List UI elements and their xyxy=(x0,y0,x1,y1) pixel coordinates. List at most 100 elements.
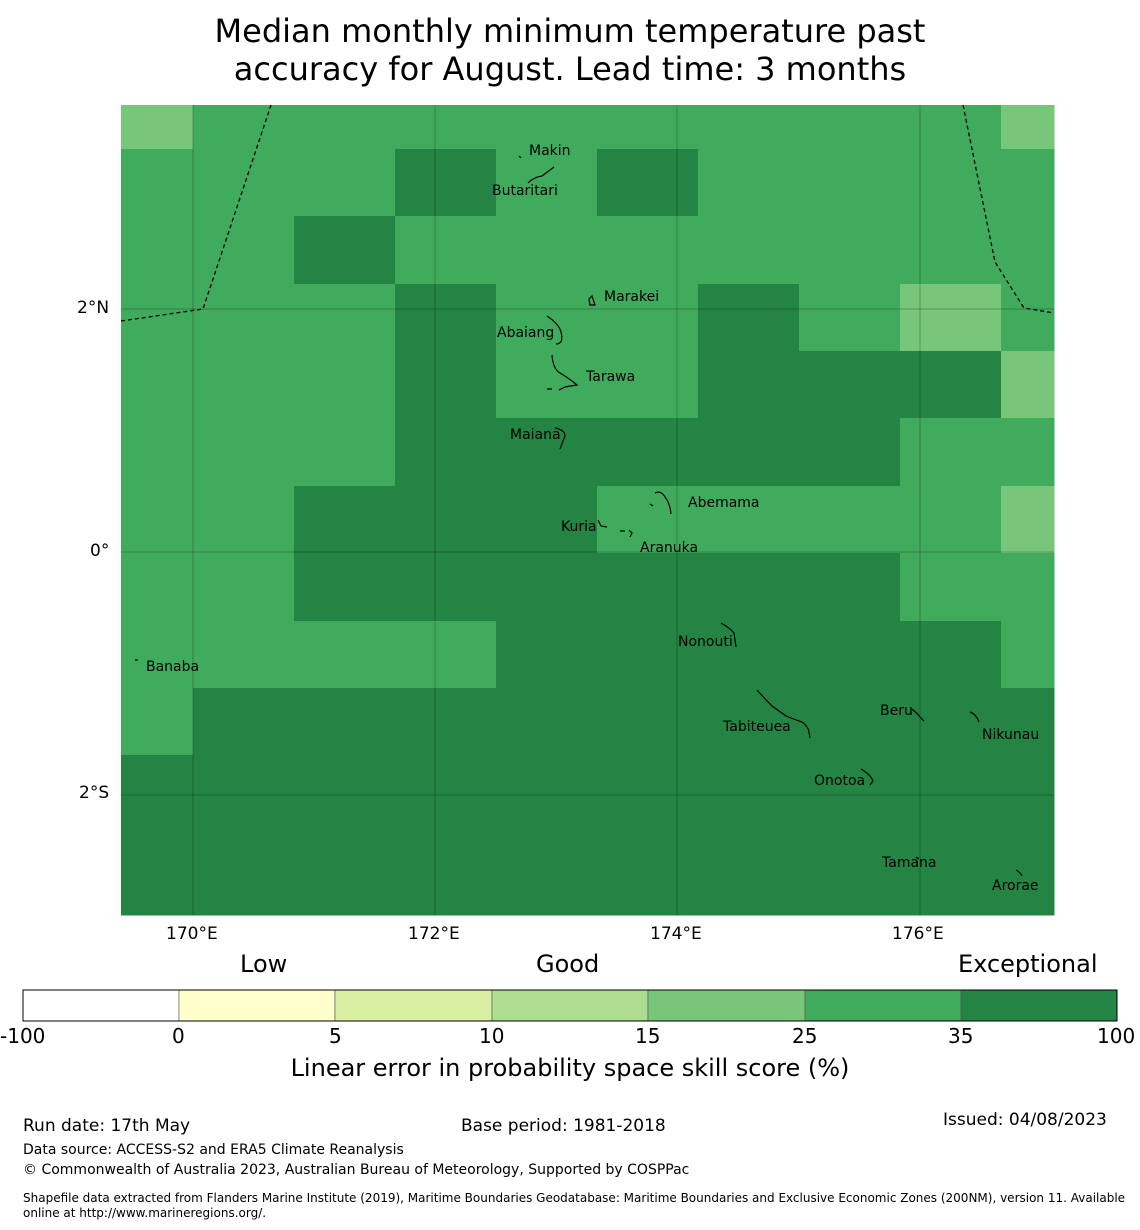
place-label-tabiteuea: Tabiteuea xyxy=(722,719,791,735)
grid-cell xyxy=(1001,351,1055,419)
grid-cell xyxy=(294,822,396,916)
lat-label-0: 0° xyxy=(90,541,110,561)
grid-cell xyxy=(294,351,396,419)
grid-cell xyxy=(799,418,901,487)
grid-cell xyxy=(698,284,800,352)
grid-cell xyxy=(294,216,396,285)
grid-cell xyxy=(799,216,901,285)
colorbar-tick: 5 xyxy=(329,1024,342,1048)
place-label-nikunau: Nikunau xyxy=(982,727,1039,743)
grid-cell xyxy=(698,688,800,756)
grid-cell xyxy=(294,688,396,756)
grid-cell xyxy=(193,755,295,823)
grid-cell xyxy=(597,351,699,419)
grid-cell xyxy=(799,351,901,419)
grid-cell xyxy=(121,822,194,916)
grid-cell xyxy=(121,486,194,554)
grid-cell xyxy=(294,755,396,823)
island-abemama xyxy=(649,491,672,515)
grid-cell xyxy=(698,105,800,150)
grid-cell xyxy=(597,486,699,554)
island-kuria xyxy=(597,519,633,538)
issued-date: Issued: 04/08/2023 xyxy=(943,1110,1107,1130)
grid-cell xyxy=(496,418,598,487)
grid-cell xyxy=(193,351,295,419)
grid-cell xyxy=(900,418,1002,487)
grid-cell xyxy=(193,216,295,285)
grid-cell xyxy=(121,688,194,756)
grid-cell xyxy=(193,621,295,689)
place-label-tarawa: Tarawa xyxy=(585,369,635,385)
grid-cell xyxy=(698,351,800,419)
grid-cell xyxy=(496,149,598,217)
island-tarawa xyxy=(547,354,579,391)
grid-cell xyxy=(597,688,699,756)
place-label-butaritari: Butaritari xyxy=(492,183,558,199)
grid-cell xyxy=(121,149,194,217)
island-maiana xyxy=(554,427,566,450)
grid-cell xyxy=(395,149,497,217)
run-date: Run date: 17th May xyxy=(23,1116,191,1136)
lon-label-174e: 174°E xyxy=(650,924,702,944)
chart-title-line-1: Median monthly minimum temperature past xyxy=(214,12,926,50)
grid-cell xyxy=(395,105,497,150)
colorbar-tick: 100 xyxy=(1097,1024,1136,1048)
grid-cell xyxy=(121,216,194,285)
grid-cell xyxy=(294,284,396,352)
place-label-tamana: Tamana xyxy=(881,855,936,871)
place-label-abemama: Abemama xyxy=(688,495,760,511)
lon-label-170e: 170°E xyxy=(166,924,218,944)
eez-boundary-east xyxy=(962,104,1055,314)
copyright: © Commonwealth of Australia 2023, Austra… xyxy=(23,1162,690,1178)
grid-cell xyxy=(799,553,901,622)
grid-cell xyxy=(799,822,901,916)
island-tamana xyxy=(915,856,920,860)
grid-cell xyxy=(1001,621,1055,689)
island-arorae xyxy=(1015,869,1023,877)
grid-cell xyxy=(294,149,396,217)
place-label-arorae: Arorae xyxy=(992,878,1039,894)
grid-cell xyxy=(900,105,1002,150)
colorbar-segment xyxy=(647,989,806,1022)
skill-grid xyxy=(121,105,1055,916)
grid-cell xyxy=(395,216,497,285)
eez-boundaries xyxy=(120,104,1055,322)
grid-cell xyxy=(1001,486,1055,554)
lon-label-176e: 176°E xyxy=(892,924,944,944)
grid-cell xyxy=(294,486,396,554)
grid-cell xyxy=(294,105,396,150)
colorbar-category-low: Low xyxy=(240,950,288,978)
place-label-marakei: Marakei xyxy=(604,289,659,305)
grid-cell xyxy=(698,755,800,823)
colorbar-tick: 25 xyxy=(792,1024,818,1048)
grid-cell xyxy=(1001,822,1055,916)
grid-cell xyxy=(698,822,800,916)
grid-cell xyxy=(395,621,497,689)
grid-cell xyxy=(121,284,194,352)
grid-cell xyxy=(698,216,800,285)
grid-cell xyxy=(121,418,194,487)
grid-cell xyxy=(193,105,295,150)
grid-cell xyxy=(900,351,1002,419)
colorbar-category-exceptional: Exceptional xyxy=(958,950,1098,978)
grid-cell xyxy=(597,755,699,823)
place-label-aranuka: Aranuka xyxy=(640,540,698,556)
grid-cell xyxy=(395,486,497,554)
place-label-abaiang: Abaiang xyxy=(497,325,554,341)
colorbar-segment xyxy=(178,989,336,1022)
grid-cell xyxy=(395,553,497,622)
colorbar-frame xyxy=(22,989,1118,1022)
grid-cell xyxy=(799,284,901,352)
colorbar-segment xyxy=(22,989,180,1022)
grid-cell xyxy=(597,621,699,689)
place-label-nonouti: Nonouti xyxy=(678,634,733,650)
grid-cell xyxy=(1001,418,1055,487)
grid-cell xyxy=(193,688,295,756)
grid-cell xyxy=(193,822,295,916)
chart-title-line-2: accuracy for August. Lead time: 3 months xyxy=(233,50,907,88)
grid-cell xyxy=(496,105,598,150)
place-label-maiana: Maiana xyxy=(510,427,561,443)
grid-cell xyxy=(597,216,699,285)
grid-cell xyxy=(496,553,598,622)
